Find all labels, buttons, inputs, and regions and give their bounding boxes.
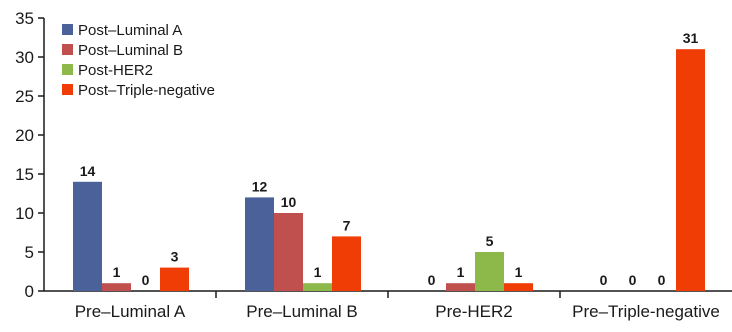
bar	[475, 252, 504, 291]
legend-label: Post–Triple-negative	[78, 82, 215, 99]
y-tick-label: 0	[25, 282, 34, 301]
legend: Post–Luminal A Post–Luminal B Post-HER2 Pos…	[62, 22, 215, 99]
bar-value-label: 0	[629, 272, 637, 288]
bar	[303, 283, 332, 291]
x-category-label: Pre-HER2	[435, 302, 512, 321]
bar-value-label: 10	[281, 194, 297, 210]
bar	[504, 283, 533, 291]
bar	[102, 283, 131, 291]
y-tick-label: 15	[15, 165, 34, 184]
bar-value-label: 0	[600, 272, 608, 288]
y-tick-label: 25	[15, 87, 34, 106]
bar-value-label: 1	[457, 264, 465, 280]
bar-value-label: 0	[658, 272, 666, 288]
y-tick-label: 20	[15, 126, 34, 145]
legend-swatch	[62, 64, 73, 75]
legend-label: Post–Luminal B	[78, 42, 183, 59]
bar-value-label: 14	[80, 163, 96, 179]
bar-value-label: 31	[683, 30, 699, 46]
bar	[73, 181, 102, 291]
bar	[160, 267, 189, 291]
bar	[332, 236, 361, 291]
bar-value-label: 1	[113, 264, 121, 280]
bar-value-label: 7	[343, 217, 351, 233]
y-tick-label: 30	[15, 48, 34, 67]
legend-label: Post–Luminal A	[78, 22, 182, 39]
y-tick-label: 5	[25, 243, 34, 262]
bars	[73, 49, 705, 292]
bar	[245, 197, 274, 291]
bar-value-label: 0	[142, 272, 150, 288]
bar-value-label: 5	[486, 233, 494, 249]
legend-label: Post-HER2	[78, 62, 153, 79]
x-category-label: Pre–Luminal A	[75, 302, 186, 321]
bar-value-label: 12	[252, 178, 268, 194]
bar-value-label: 1	[314, 264, 322, 280]
y-tick-label: 10	[15, 204, 34, 223]
x-category-label: Pre–Luminal B	[246, 302, 358, 321]
bar-value-label: 1	[515, 264, 523, 280]
y-tick-label: 35	[15, 9, 34, 28]
x-category-label: Pre–Triple-negative	[572, 302, 720, 321]
legend-swatch	[62, 44, 73, 55]
bar	[446, 283, 475, 291]
legend-swatch	[62, 84, 73, 95]
legend-swatch	[62, 24, 73, 35]
bar-value-label: 0	[428, 272, 436, 288]
bar-value-label: 3	[171, 249, 179, 265]
bar	[274, 213, 303, 291]
bar	[676, 49, 705, 292]
